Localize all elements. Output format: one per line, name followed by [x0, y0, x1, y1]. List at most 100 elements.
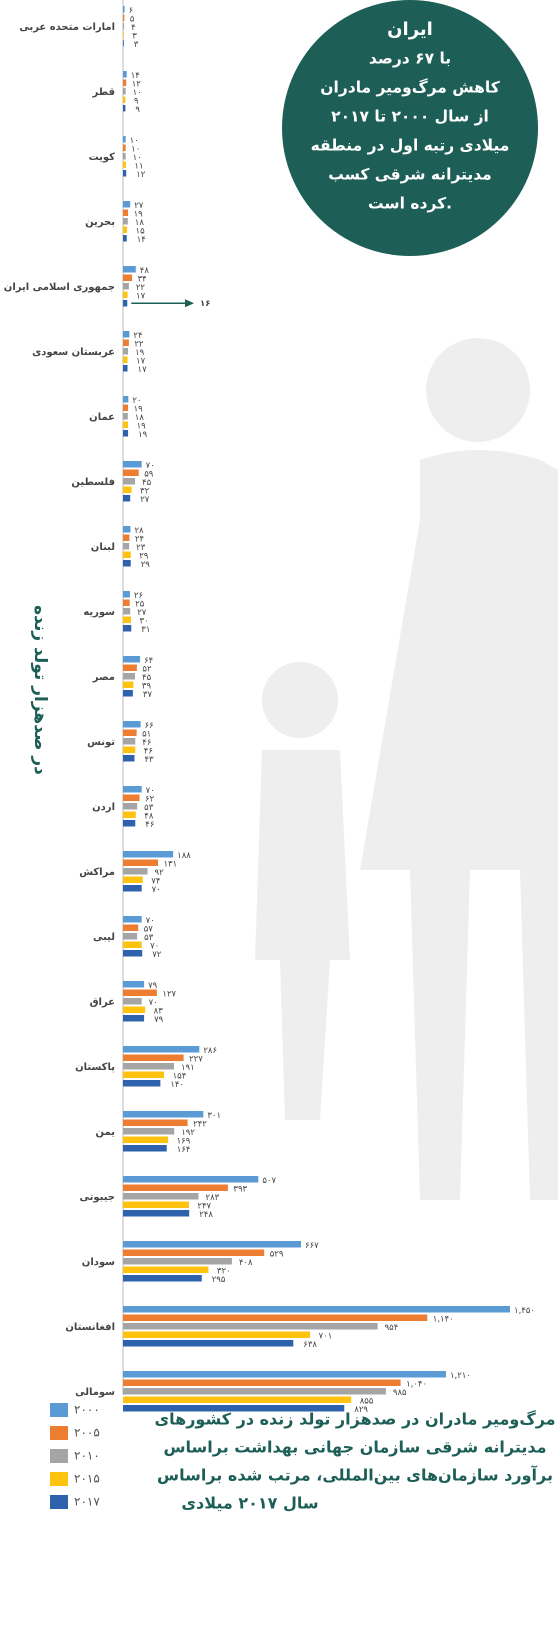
bar [123, 786, 142, 793]
bar [123, 535, 129, 542]
legend-swatch [50, 1403, 68, 1417]
bar [123, 543, 129, 550]
legend-label: ۲۰۱۰ [74, 1449, 100, 1463]
bar [123, 860, 158, 867]
value-label: ۳۹۳ [233, 1184, 247, 1194]
category-label: عمان [89, 412, 115, 423]
value-label: ۳۰۱ [207, 1111, 221, 1121]
value-label: ۱۸۸ [177, 851, 191, 861]
value-label: ۷۹ [148, 981, 158, 991]
value-label: ۴۳ [144, 755, 154, 765]
legend-swatch [50, 1495, 68, 1509]
category-label: بحرین [85, 217, 115, 228]
bar [123, 933, 137, 940]
bar [123, 795, 140, 802]
bar [123, 23, 124, 30]
bar [123, 1046, 199, 1053]
bar [123, 1120, 188, 1127]
bar [123, 1323, 378, 1330]
chart-title: سال ۲۰۱۷ میلادی [181, 1494, 318, 1513]
bar [123, 1202, 189, 1209]
bar [123, 1210, 189, 1217]
bar [123, 682, 133, 689]
bar [123, 145, 126, 152]
value-label: ۶۳۸ [303, 1340, 317, 1350]
value-label: ۲۸۶ [203, 1046, 217, 1056]
bar [123, 1080, 160, 1087]
legend-swatch [50, 1449, 68, 1463]
bar [123, 201, 130, 208]
bar [123, 617, 131, 624]
bar [123, 331, 129, 338]
bar [123, 105, 125, 112]
bar [123, 266, 136, 273]
bar [123, 1015, 144, 1022]
category-label: امارات متحده عربی [19, 22, 115, 33]
category-label: لیبی [93, 932, 115, 943]
category-label: فلسطین [71, 477, 115, 488]
bar [123, 235, 127, 242]
bar [123, 925, 138, 932]
bar [123, 71, 127, 78]
value-label: ۷۹ [154, 1015, 164, 1025]
value-label: ۱۷ [138, 365, 148, 375]
bar [123, 1275, 202, 1282]
bar [123, 478, 135, 485]
bar [123, 1397, 351, 1404]
category-label: سومالی [75, 1387, 115, 1398]
bar [123, 470, 139, 477]
bar [123, 916, 142, 923]
bar [123, 15, 124, 22]
bar [123, 1185, 228, 1192]
callout-text: از سال ۲۰۰۰ تا ۲۰۱۷ [331, 108, 489, 126]
value-label: ۵۰۷ [262, 1176, 276, 1186]
value-label: ۱۶۴ [177, 1145, 191, 1155]
bar [123, 430, 128, 437]
bar [123, 656, 140, 663]
bar [123, 40, 124, 47]
bar [123, 365, 128, 372]
value-label: ۲۴۸ [199, 1210, 213, 1220]
page: در صدهزار تولد زنده امارات متحده عربی۶۵۴… [0, 0, 558, 1630]
bar [123, 673, 135, 680]
bar [123, 413, 128, 420]
bar [123, 552, 131, 559]
bar [123, 851, 173, 858]
value-label: ۲۴۲ [193, 1119, 207, 1129]
bar [123, 877, 143, 884]
bar [123, 6, 125, 13]
value-label: ۱,۰۴۰ [406, 1379, 427, 1389]
value-label: ۷۲ [152, 950, 162, 960]
category-label: مراکش [79, 867, 115, 878]
category-label: عراق [90, 997, 115, 1008]
bar [123, 32, 124, 39]
category-label: عربستان سعودی [32, 347, 115, 358]
bar [123, 665, 137, 672]
value-label: ۳۷ [143, 690, 153, 700]
bar [123, 981, 144, 988]
chart-title: مرگ‌ومیر مادران در صدهزار تولد زنده در ک… [154, 1410, 555, 1429]
bar [123, 1176, 258, 1183]
bar [123, 218, 128, 225]
value-label: ۹۸۵ [393, 1388, 407, 1398]
bar [123, 300, 127, 307]
category-label: سودان [82, 1257, 115, 1268]
category-label: لبنان [91, 542, 115, 553]
legend-swatch [50, 1472, 68, 1486]
bar [123, 1250, 264, 1257]
category-label: سوریه [83, 607, 115, 618]
bar [123, 396, 128, 403]
value-label: ۱۳۱ [163, 859, 177, 869]
legend-label: ۲۰۰۵ [74, 1426, 100, 1440]
bar [123, 162, 126, 169]
bar [123, 210, 128, 217]
value-label: ۱۲۷ [162, 989, 176, 999]
bar [123, 97, 125, 104]
category-label: مصر [92, 672, 115, 683]
callout-text: کرده است. [368, 195, 452, 213]
bar [123, 1371, 446, 1378]
bar [123, 591, 130, 598]
bar [123, 721, 141, 728]
value-label: ۲۷ [140, 495, 150, 505]
value-label: ۱۶ [200, 299, 210, 309]
